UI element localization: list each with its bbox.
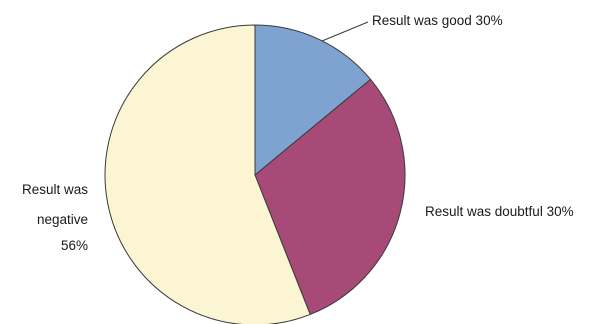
slice-label-negative-line-3: 56% xyxy=(61,238,88,253)
slice-label-doubtful: Result was doubtful 30% xyxy=(425,204,574,219)
pie-slices xyxy=(104,24,406,324)
slice-label-negative-line-2: negative xyxy=(37,212,88,227)
pie-slice-result-was-good xyxy=(254,24,372,176)
leader-line-good xyxy=(321,21,369,42)
pie-slice-result-was-doubtful xyxy=(254,78,406,315)
slice-label-good: Result was good 30% xyxy=(372,13,503,28)
slice-label-negative-line-1: Result was xyxy=(22,182,88,197)
